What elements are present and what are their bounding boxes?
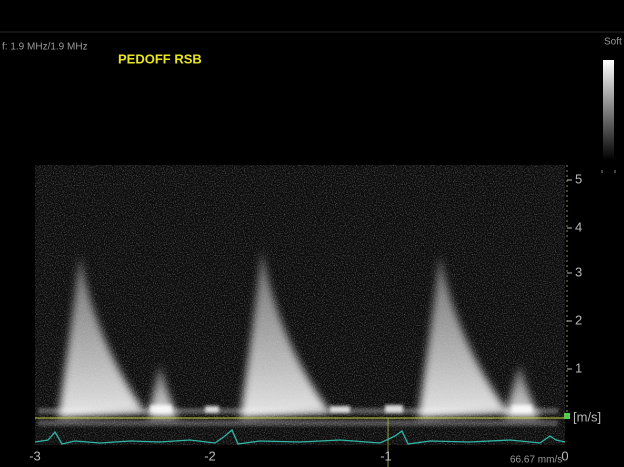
mode-label: PEDOFF RSB: [118, 51, 202, 66]
clutter-spot: [205, 406, 219, 413]
time-tick-label: -2: [204, 448, 216, 463]
velocity-tick-label: 2: [575, 312, 582, 327]
time-tick-label: -3: [29, 448, 41, 463]
velocity-unit: [m/s]: [573, 409, 601, 424]
velocity-tick-label: 3: [575, 264, 582, 279]
ultrasound-screen: f: 1.9 MHz/1.9 MHz PEDOFF RSB Soft: [0, 0, 624, 467]
clutter-spot: [512, 405, 532, 413]
doppler-spectrum: [35, 165, 570, 467]
velocity-tick-label: 5: [575, 171, 582, 186]
clutter-spot: [150, 405, 172, 413]
frequency-label: f: 1.9 MHz/1.9 MHz: [2, 42, 88, 53]
baseline-clutter: [38, 420, 558, 426]
time-tick-label: -1: [380, 448, 392, 463]
velocity-tick-label: 1: [575, 360, 582, 375]
grayscale-bar: [603, 60, 614, 160]
velocity-tick-label: 4: [575, 219, 582, 234]
sweep-speed: 66.67 mm/s: [510, 455, 562, 466]
clutter-spot: [330, 406, 350, 413]
baseline-clutter: [38, 408, 558, 414]
clutter-spot: [385, 405, 403, 413]
time-tick-label: 0: [561, 448, 568, 463]
preset-label: Soft: [604, 37, 622, 48]
page: {"header": {"frequency": "f: 1.9 MHz/1.9…: [0, 0, 624, 467]
